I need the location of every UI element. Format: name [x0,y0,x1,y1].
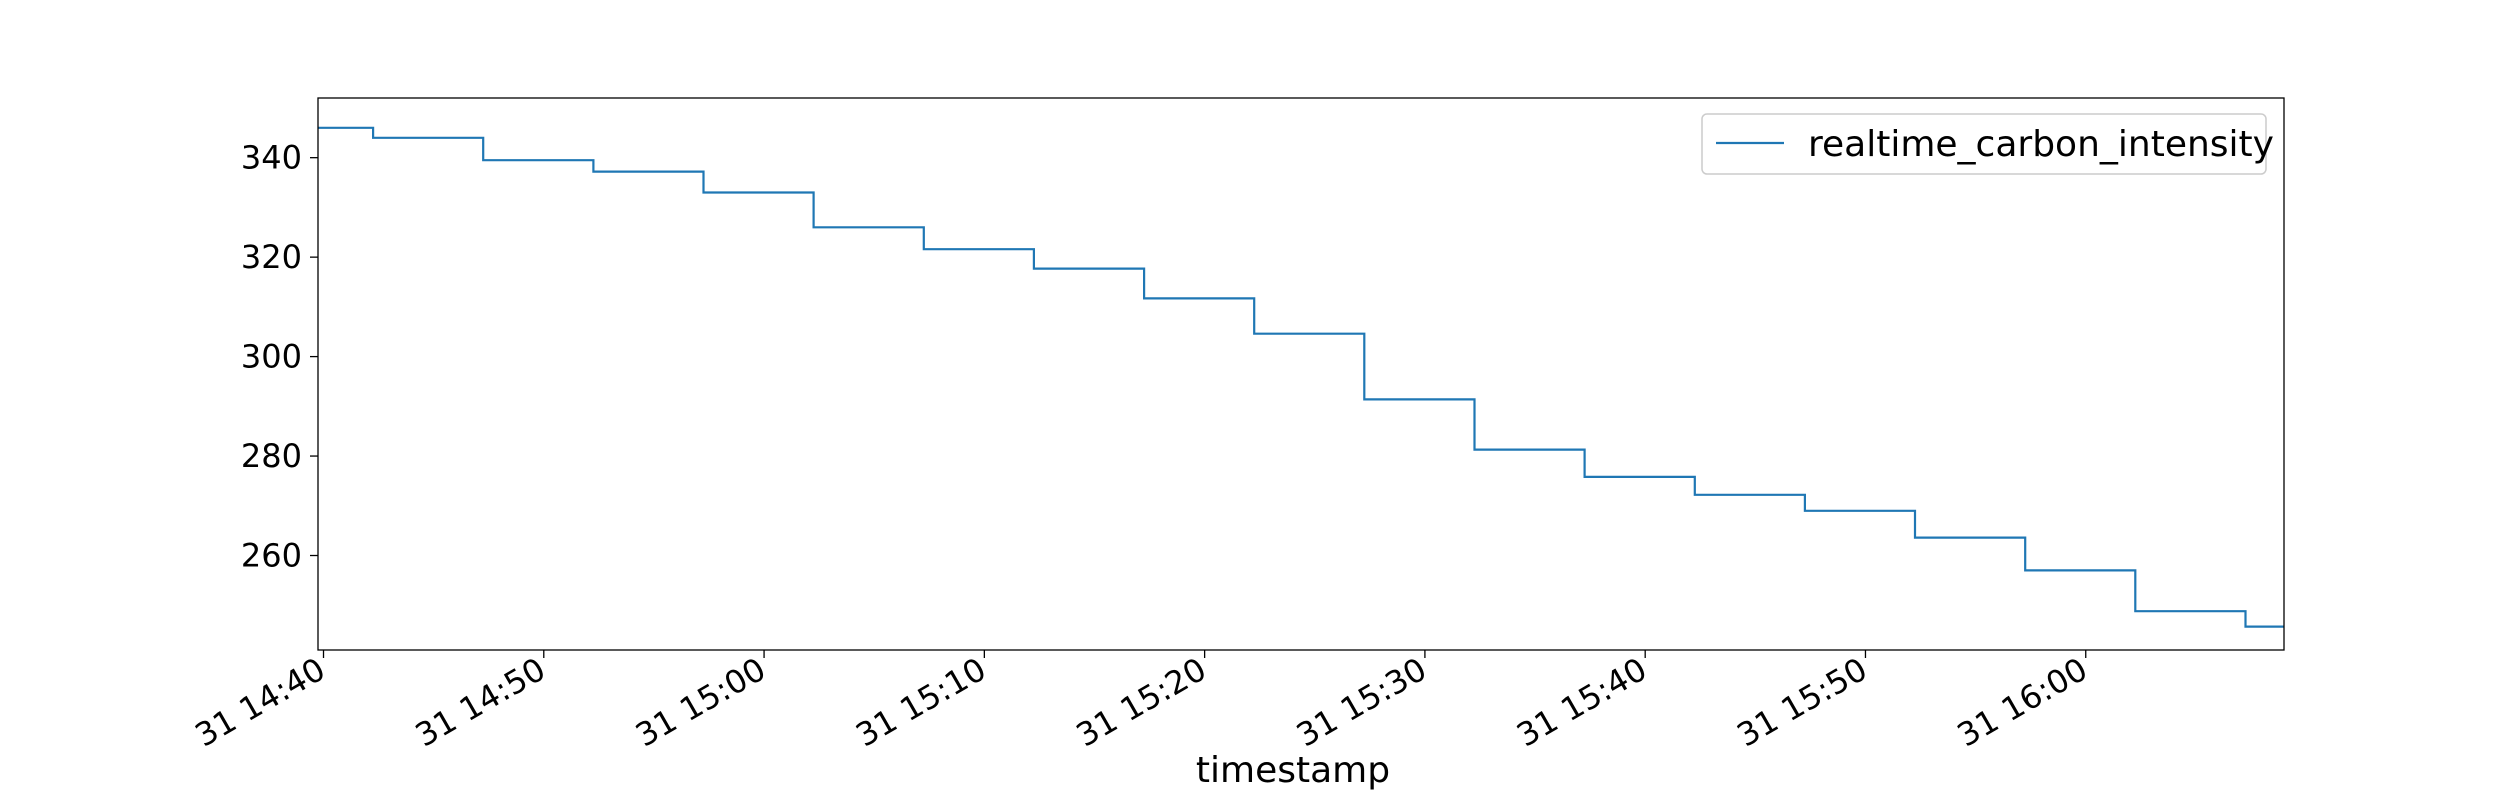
plot-area [318,126,2284,628]
y-axis-ticks: 260 280 300 320 340 [241,139,318,575]
series-line-realtime-carbon-intensity [318,126,2284,628]
x-tick-label: 31 15:30 [1290,650,1433,754]
x-tick-label: 31 15:10 [849,650,992,754]
plot-frame [317,97,2285,651]
y-tick-label: 300 [241,338,302,376]
legend: realtime_carbon_intensity [1701,113,2274,175]
x-tick-label: 31 14:50 [409,650,552,754]
legend-box [1701,113,2267,175]
x-axis-label: timestamp [1196,750,1390,791]
x-tick-label: 31 14:40 [189,650,332,754]
y-tick-label: 340 [241,139,302,177]
y-tick-label: 260 [241,537,302,575]
x-tick-label: 31 15:20 [1070,650,1213,754]
x-tick-label: 31 15:50 [1731,650,1874,754]
x-tick-label: 31 15:40 [1510,650,1653,754]
y-tick-label: 320 [241,238,302,276]
x-tick-label: 31 15:00 [629,650,772,754]
y-tick-label: 280 [241,437,302,475]
x-axis-ticks: 31 14:40 31 14:50 31 15:00 31 15:10 31 15:20… [189,650,2094,754]
x-tick-label: 31 16:00 [1951,650,2094,754]
legend-label: realtime_carbon_intensity [1808,124,2274,165]
